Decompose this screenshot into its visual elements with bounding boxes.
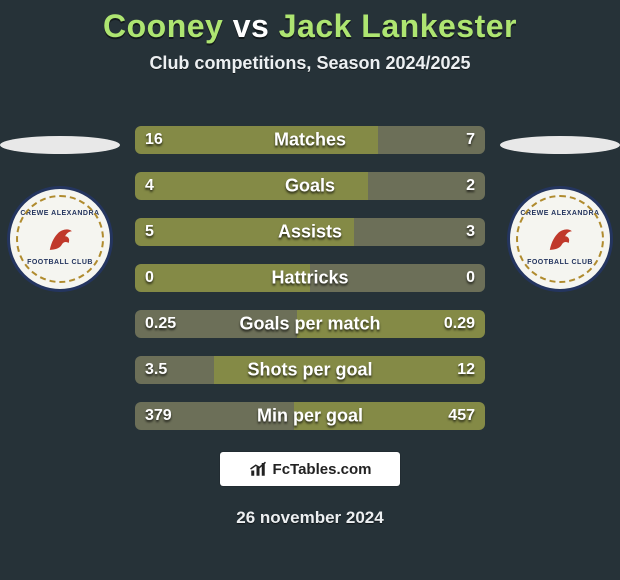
stat-value-right: 3 bbox=[466, 223, 475, 241]
bar-left bbox=[135, 126, 378, 154]
stat-row: Goals per match0.250.29 bbox=[135, 310, 485, 338]
bar-right bbox=[310, 264, 485, 292]
subtitle: Club competitions, Season 2024/2025 bbox=[0, 53, 620, 74]
bar-left bbox=[135, 218, 354, 246]
stat-row: Min per goal379457 bbox=[135, 402, 485, 430]
stat-row: Goals42 bbox=[135, 172, 485, 200]
brand-logo: FcTables.com bbox=[220, 452, 400, 486]
brand-text: FcTables.com bbox=[273, 461, 372, 478]
player-right-name: Jack Lankester bbox=[279, 8, 517, 44]
stat-value-left: 3.5 bbox=[145, 361, 167, 379]
stat-value-right: 0.29 bbox=[444, 315, 475, 333]
comparison-bars: Matches167Goals42Assists53Hattricks00Goa… bbox=[0, 126, 620, 448]
stat-value-left: 4 bbox=[145, 177, 154, 195]
bar-left bbox=[135, 172, 368, 200]
bar-right bbox=[214, 356, 485, 384]
stat-row: Shots per goal3.512 bbox=[135, 356, 485, 384]
stat-value-right: 2 bbox=[466, 177, 475, 195]
stat-value-right: 12 bbox=[457, 361, 475, 379]
chart-icon bbox=[249, 460, 267, 478]
player-left-name: Cooney bbox=[103, 8, 223, 44]
stat-value-right: 7 bbox=[466, 131, 475, 149]
page-title: Cooney vs Jack Lankester bbox=[0, 8, 620, 45]
stat-value-left: 0 bbox=[145, 269, 154, 287]
stat-value-left: 379 bbox=[145, 407, 172, 425]
stat-value-left: 16 bbox=[145, 131, 163, 149]
stat-value-right: 457 bbox=[448, 407, 475, 425]
stat-value-left: 0.25 bbox=[145, 315, 176, 333]
stat-row: Hattricks00 bbox=[135, 264, 485, 292]
stat-row: Assists53 bbox=[135, 218, 485, 246]
date-label: 26 november 2024 bbox=[0, 508, 620, 528]
bar-left bbox=[135, 264, 310, 292]
stat-row: Matches167 bbox=[135, 126, 485, 154]
stat-value-left: 5 bbox=[145, 223, 154, 241]
vs: vs bbox=[233, 8, 279, 44]
stat-value-right: 0 bbox=[466, 269, 475, 287]
